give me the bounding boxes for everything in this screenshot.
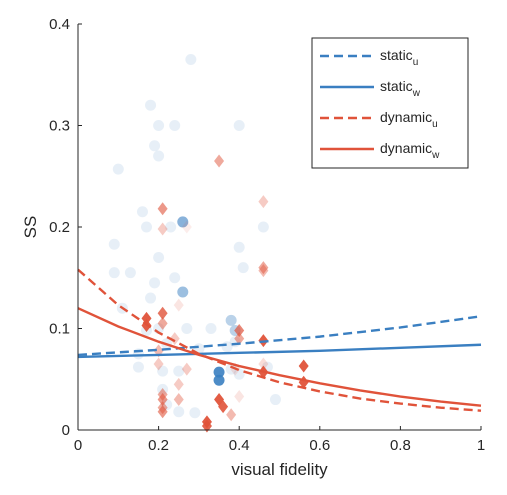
static-point bbox=[213, 374, 225, 386]
static-point bbox=[108, 238, 120, 250]
dynamic-point bbox=[173, 393, 184, 407]
y-tick-label: 0.3 bbox=[49, 118, 70, 135]
y-tick-label: 0 bbox=[62, 422, 70, 439]
dynamic-point bbox=[157, 202, 168, 216]
dynamic-point bbox=[173, 298, 184, 312]
static-point bbox=[169, 272, 181, 284]
legend-box bbox=[311, 37, 469, 169]
dynamic-u-line bbox=[77, 268, 482, 412]
dynamic-point bbox=[157, 306, 168, 320]
static-point bbox=[145, 99, 157, 111]
y-tick-label: 0.2 bbox=[49, 219, 70, 236]
y-axis-ticks: 0 0.1 0.2 0.3 0.4 bbox=[49, 16, 82, 439]
dynamic-point bbox=[298, 359, 309, 373]
x-tick-label: 0.2 bbox=[148, 437, 169, 454]
static-point bbox=[177, 216, 189, 228]
x-axis-ticks: 0 0.2 0.4 0.6 0.8 1 bbox=[74, 426, 485, 454]
fit-lines-layer bbox=[77, 268, 482, 412]
static-point bbox=[149, 277, 161, 289]
static-point bbox=[153, 251, 165, 263]
static-point bbox=[233, 241, 245, 253]
static-point bbox=[213, 366, 225, 378]
legend: staticu staticw dynamicu dynamicw bbox=[311, 37, 469, 169]
legend-entry-label: staticu bbox=[380, 47, 418, 68]
axes: 0 0.2 0.4 0.6 0.8 1 0 0.1 0.2 0.3 0.4 visual fide… bbox=[21, 16, 485, 479]
x-tick-label: 0.4 bbox=[229, 437, 250, 454]
x-tick-label: 0.8 bbox=[390, 437, 411, 454]
static-point bbox=[189, 407, 201, 419]
dynamic-point bbox=[214, 154, 225, 168]
dynamic-point bbox=[234, 332, 245, 346]
dynamic-point bbox=[226, 408, 237, 422]
static-point bbox=[237, 262, 249, 274]
static-point bbox=[136, 206, 148, 218]
static-point bbox=[169, 120, 181, 131]
static-point bbox=[173, 365, 185, 377]
dynamic-point bbox=[181, 220, 192, 234]
dynamic-point bbox=[157, 393, 168, 407]
legend-entry-label: dynamicu bbox=[380, 109, 438, 130]
dynamic-point bbox=[258, 261, 269, 275]
dynamic-point bbox=[153, 357, 164, 371]
static-point bbox=[205, 323, 217, 334]
static-point bbox=[145, 292, 157, 304]
y-axis-title: SS bbox=[21, 216, 40, 239]
legend-entry-label: dynamicw bbox=[380, 140, 440, 161]
static-point bbox=[173, 406, 185, 418]
static-point bbox=[124, 267, 136, 279]
dynamic-point bbox=[201, 419, 212, 433]
x-tick-label: 1 bbox=[477, 437, 485, 454]
static-point bbox=[225, 314, 237, 326]
dynamic-point bbox=[173, 377, 184, 391]
dynamic-point bbox=[157, 405, 168, 419]
dynamic-point bbox=[157, 222, 168, 236]
x-axis-title: visual fidelity bbox=[231, 460, 328, 479]
dynamic-point bbox=[218, 400, 229, 414]
static-point bbox=[165, 221, 177, 233]
static-point bbox=[233, 368, 245, 380]
static-point bbox=[141, 221, 153, 233]
static-point bbox=[153, 120, 165, 131]
static-u-line bbox=[77, 315, 482, 357]
static-point bbox=[233, 120, 245, 131]
y-tick-label: 0.1 bbox=[49, 321, 70, 338]
scatter-layer bbox=[108, 54, 309, 433]
static-point bbox=[185, 54, 197, 66]
dynamic-point bbox=[234, 390, 245, 404]
dynamic-point bbox=[258, 264, 269, 278]
static-point bbox=[153, 150, 165, 162]
dynamic-point bbox=[258, 195, 269, 209]
static-point bbox=[177, 286, 189, 298]
static-point bbox=[257, 221, 269, 233]
dynamic-point bbox=[157, 316, 168, 330]
static-point bbox=[181, 323, 193, 334]
dynamic-w-line bbox=[77, 307, 482, 407]
y-tick-label: 0.4 bbox=[49, 16, 70, 33]
dynamic-point bbox=[169, 332, 180, 346]
dynamic-point bbox=[181, 362, 192, 376]
static-point bbox=[132, 361, 144, 373]
static-point bbox=[157, 365, 169, 377]
static-point bbox=[225, 363, 237, 375]
static-point bbox=[112, 163, 124, 175]
x-tick-label: 0.6 bbox=[309, 437, 330, 454]
x-tick-label: 0 bbox=[74, 437, 82, 454]
dynamic-point bbox=[234, 324, 245, 338]
static-point bbox=[149, 140, 161, 152]
static-point bbox=[269, 394, 281, 406]
legend-entry-label: staticw bbox=[380, 78, 421, 99]
static-w-line bbox=[77, 343, 482, 359]
dynamic-point bbox=[258, 357, 269, 371]
static-point bbox=[108, 267, 120, 279]
